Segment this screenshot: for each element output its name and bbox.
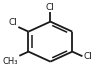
Text: Cl: Cl xyxy=(83,52,92,61)
Text: Cl: Cl xyxy=(46,3,55,12)
Text: Cl: Cl xyxy=(8,18,17,27)
Text: CH₃: CH₃ xyxy=(3,57,18,66)
